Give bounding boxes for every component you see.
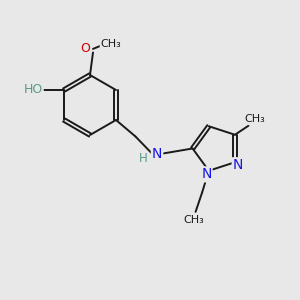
Text: CH₃: CH₃ xyxy=(184,215,204,225)
Text: N: N xyxy=(233,158,243,172)
Text: N: N xyxy=(201,167,212,182)
Text: CH₃: CH₃ xyxy=(245,114,266,124)
Text: HO: HO xyxy=(23,82,43,96)
Text: O: O xyxy=(80,42,90,56)
Text: N: N xyxy=(152,147,162,160)
Text: CH₃: CH₃ xyxy=(100,38,122,49)
Text: H: H xyxy=(139,152,147,165)
